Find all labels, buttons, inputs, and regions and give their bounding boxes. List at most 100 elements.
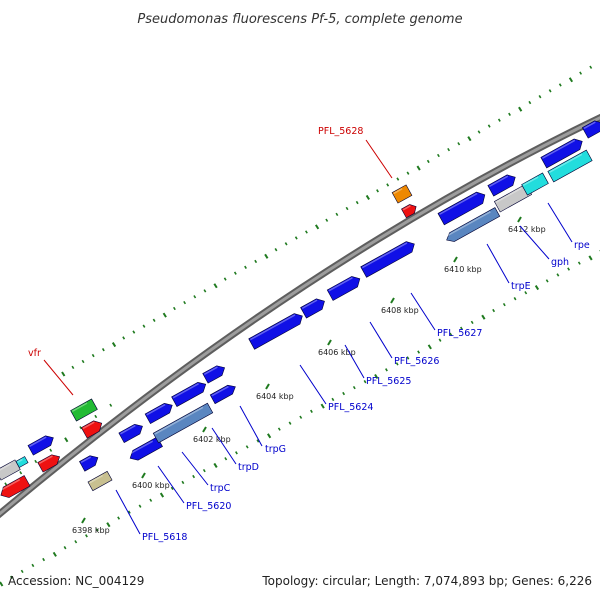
gene-label: trpG xyxy=(265,444,286,455)
scale-tick-outer xyxy=(528,100,532,105)
scale-tick-outer xyxy=(284,242,288,246)
scale-tick-outer xyxy=(71,365,75,370)
scale-tick-inner xyxy=(460,326,463,330)
gene-features xyxy=(0,120,600,498)
gene-feature-trpE xyxy=(445,207,501,242)
scale-tick-outer xyxy=(325,218,329,222)
scale-tick-inner xyxy=(74,540,78,544)
scale-tick-outer xyxy=(406,171,410,175)
kbp-label: 6408 kbp xyxy=(381,306,419,315)
gene-feature-cds xyxy=(27,435,54,456)
scale-tick-inner xyxy=(374,373,379,380)
leader-line xyxy=(157,465,185,504)
scale-tick-inner xyxy=(277,427,281,431)
scale-tick-inner xyxy=(492,308,496,313)
gene-feature-PFL_5627 xyxy=(360,241,415,278)
gene-feature-rna xyxy=(401,204,417,219)
scale-tick-outer xyxy=(213,283,218,289)
scale-tick-outer xyxy=(132,330,136,334)
scale-tick-outer xyxy=(386,183,390,187)
leader-line xyxy=(344,344,365,379)
kbp-label: 6406 kbp xyxy=(318,348,356,357)
gene-feature-pseudo xyxy=(0,459,21,481)
scale-tick-outer xyxy=(447,147,451,152)
gene-label: PFL_5624 xyxy=(328,402,373,413)
kbp-major-tick xyxy=(453,256,458,263)
scale-tick-outer xyxy=(437,153,440,158)
scale-tick-outer xyxy=(223,277,227,281)
kbp-major-tick xyxy=(141,472,146,479)
kbp-label: 6412 kbp xyxy=(508,225,546,234)
gene-label: trpD xyxy=(238,462,259,473)
scale-tick-outer xyxy=(487,124,491,128)
scale-tick-inner xyxy=(31,563,35,568)
scale-tick-outer xyxy=(548,89,552,93)
genome-backbone xyxy=(0,113,600,519)
gene-label: PFL_5627 xyxy=(437,328,482,339)
map-title: Pseudomonas fluorescens Pf-5, complete g… xyxy=(137,12,462,27)
gene-label: PFL_5626 xyxy=(394,356,439,367)
scale-tick-outer xyxy=(558,83,562,87)
accession-text: Accession: NC_004129 xyxy=(8,574,144,588)
scale-tick-outer xyxy=(274,248,278,252)
scale-tick-inner xyxy=(342,391,346,396)
scale-tick-inner xyxy=(245,445,249,449)
scale-tick-outer xyxy=(345,206,349,211)
gene-feature-PFL_5618 xyxy=(79,455,99,472)
scale-tick-inner xyxy=(170,486,174,491)
kbp-major-tick xyxy=(517,216,522,223)
scale-tick-outer xyxy=(94,414,98,419)
scale-tick-inner xyxy=(534,285,540,291)
scale-tick-outer xyxy=(79,426,83,430)
scale-tick-inner xyxy=(320,403,325,409)
scale-tick-outer xyxy=(193,295,197,299)
scale-tick-outer xyxy=(19,471,23,475)
scale-tick-outer xyxy=(244,265,247,269)
leader-line xyxy=(115,489,141,535)
scale-tick-inner xyxy=(385,368,388,372)
scale-tick-inner xyxy=(331,397,335,402)
gene-feature-cds xyxy=(118,423,143,444)
leader-line xyxy=(365,139,393,179)
gene-feature-trpG xyxy=(209,384,236,405)
gene-label: vfr xyxy=(28,348,41,359)
scale-tick-inner xyxy=(42,557,46,562)
scale-tick-outer xyxy=(101,348,105,352)
scale-tick-inner xyxy=(288,421,292,425)
gene-feature-cyan xyxy=(15,456,29,468)
scale-tick-inner xyxy=(406,356,410,360)
scale-tick-inner xyxy=(235,451,238,455)
leader-line xyxy=(410,292,436,331)
leader-line xyxy=(519,225,550,260)
gene-labels: vfr PFL_5628 PFL_5618 PFL_5620 trpC trpD trpG P… xyxy=(28,126,590,543)
gene-label: PFL_5618 xyxy=(142,532,187,543)
kbp-label: 6404 kbp xyxy=(256,392,294,401)
scale-tick-inner xyxy=(181,480,185,485)
scale-tick-outer xyxy=(34,459,38,464)
gene-feature-cds xyxy=(540,138,583,169)
scale-tick-outer xyxy=(416,165,421,171)
scale-tick-outer xyxy=(589,65,593,69)
scale-tick-inner xyxy=(20,569,24,574)
scale-tick-inner xyxy=(10,575,13,579)
kbp-label: 6398 kbp xyxy=(72,526,110,535)
gene-feature-trpC xyxy=(128,436,163,461)
scale-tick-outer xyxy=(314,224,320,230)
gene-feature-gph xyxy=(521,172,549,196)
scale-tick-outer xyxy=(376,189,379,193)
scale-tick-outer xyxy=(64,437,69,443)
scale-tick-inner xyxy=(213,462,218,468)
scale-tick-outer xyxy=(109,403,113,407)
gene-label: trpC xyxy=(210,483,231,494)
scale-tick-outer xyxy=(61,371,66,377)
scale-tick-outer xyxy=(497,118,501,122)
gene-label: PFL_5625 xyxy=(366,376,411,387)
scale-tick-outer xyxy=(538,95,542,99)
gene-feature-rna xyxy=(0,475,31,498)
scale-tick-inner xyxy=(470,320,474,325)
scale-tick-outer xyxy=(122,336,126,340)
scale-tick-inner xyxy=(117,516,121,520)
scale-tick-outer xyxy=(457,142,461,146)
scale-tick-outer xyxy=(81,359,85,364)
